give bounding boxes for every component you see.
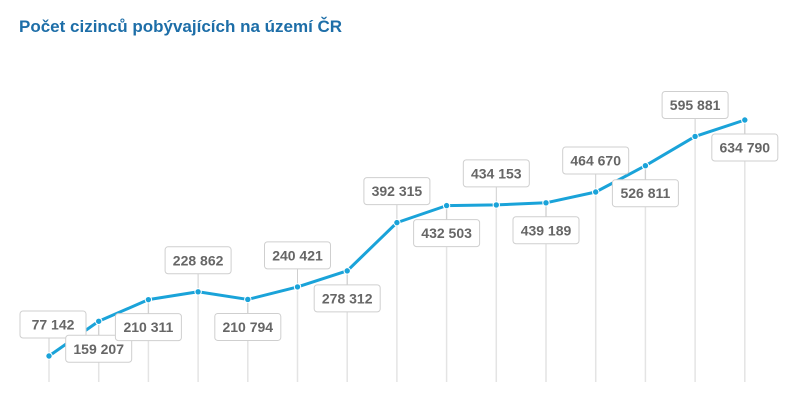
data-label: 392 315: [372, 183, 423, 199]
data-point: [293, 283, 302, 291]
data-label-box: [65, 334, 133, 363]
data-point: [45, 352, 53, 360]
data-label: 228 862: [173, 252, 224, 268]
data-label-box: [164, 246, 232, 275]
drop-lines: [48, 120, 746, 382]
data-label-box: [114, 313, 182, 342]
data-label: 595 881: [670, 97, 721, 113]
data-labels: 77 142 159 207 210 311 228 862 210 794 240 42…: [19, 90, 779, 363]
data-point: [343, 267, 351, 275]
data-label: 526 811: [620, 185, 670, 201]
data-point: [244, 295, 252, 304]
data-point: [492, 201, 500, 209]
data-label: 634 790: [719, 140, 770, 156]
data-label: 210 311: [123, 319, 173, 335]
data-point: [542, 199, 550, 207]
data-label: 432 503: [421, 225, 472, 241]
data-point: [592, 188, 600, 196]
data-label: 464 670: [570, 152, 621, 168]
data-label: 434 153: [471, 165, 522, 181]
data-label: 210 794: [222, 319, 273, 335]
data-point: [144, 295, 153, 304]
data-label-box: [711, 133, 779, 162]
data-label-box: [611, 179, 679, 208]
data-label-box: [19, 310, 87, 339]
data-label: 439 189: [521, 222, 572, 238]
data-label: 77 142: [32, 317, 75, 333]
data-point: [641, 161, 650, 170]
data-point: [741, 116, 749, 124]
data-point: [393, 218, 401, 227]
data-label-box: [363, 177, 431, 206]
data-label-box: [462, 159, 530, 188]
data-label-box: [562, 146, 630, 175]
data-label-box: [264, 241, 331, 270]
data-label-box: [661, 90, 729, 119]
data-points: [45, 116, 749, 360]
data-label: 278 312: [322, 290, 373, 306]
chart-title: Počet cizinců pobývajících na území ČR: [19, 17, 343, 36]
data-label-box: [313, 284, 381, 313]
data-label: 159 207: [73, 341, 124, 357]
data-point: [442, 201, 451, 210]
data-label-box: [413, 219, 481, 248]
data-point: [95, 317, 103, 325]
data-label-box: [512, 216, 580, 245]
data-label-box: [214, 312, 282, 341]
data-label: 240 421: [272, 247, 323, 263]
data-point: [194, 288, 202, 296]
data-point: [691, 132, 699, 141]
